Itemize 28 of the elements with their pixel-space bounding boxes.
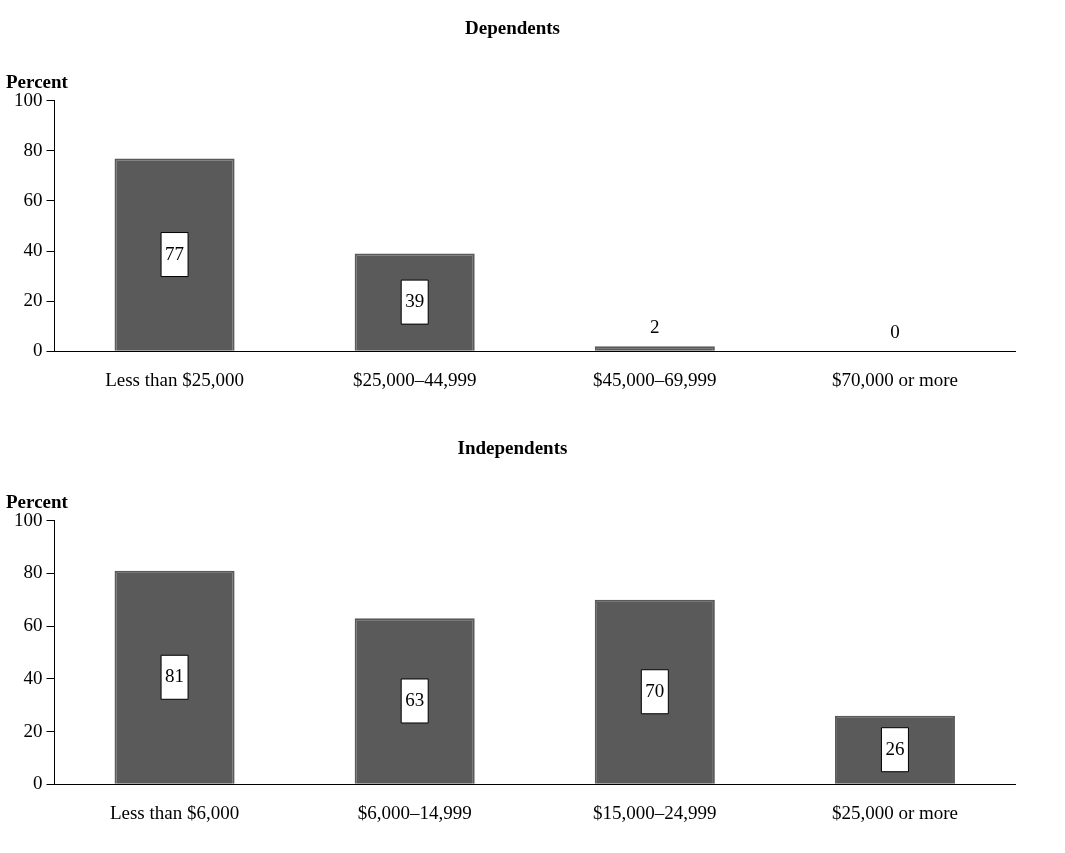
y-tick-label: 40 [23, 239, 43, 261]
data-label: 63 [405, 688, 425, 710]
y-tick-label: 20 [23, 289, 43, 311]
y-tick-label: 0 [33, 772, 43, 794]
x-tick-label: $6,000–14,999 [357, 801, 472, 823]
x-tick-label: $45,000–69,999 [593, 368, 717, 390]
x-tick-label: $25,000 or more [831, 801, 958, 823]
data-label: 70 [645, 679, 665, 701]
y-tick-label: 60 [23, 614, 43, 636]
data-label: 2 [650, 316, 660, 338]
x-tick-label: $70,000 or more [831, 368, 958, 390]
y-tick-label: 60 [23, 188, 43, 210]
y-tick-label: 80 [23, 561, 43, 583]
y-tick-label: 20 [23, 719, 43, 741]
x-tick-label: Less than $25,000 [105, 368, 244, 390]
x-tick-label: $15,000–24,999 [593, 801, 717, 823]
y-tick-label: 0 [33, 339, 43, 361]
chart-title: Independents [457, 437, 568, 459]
data-label: 0 [890, 321, 900, 343]
data-label: 77 [165, 242, 185, 264]
data-label: 39 [405, 290, 425, 312]
x-tick-label: Less than $6,000 [109, 801, 240, 823]
data-label: 26 [885, 737, 905, 759]
y-tick-label: 80 [23, 138, 43, 160]
y-tick-label: 40 [23, 666, 43, 688]
x-tick-label: $25,000–44,999 [352, 368, 477, 390]
data-label: 81 [165, 665, 185, 687]
chart-title: Dependents [464, 17, 561, 39]
